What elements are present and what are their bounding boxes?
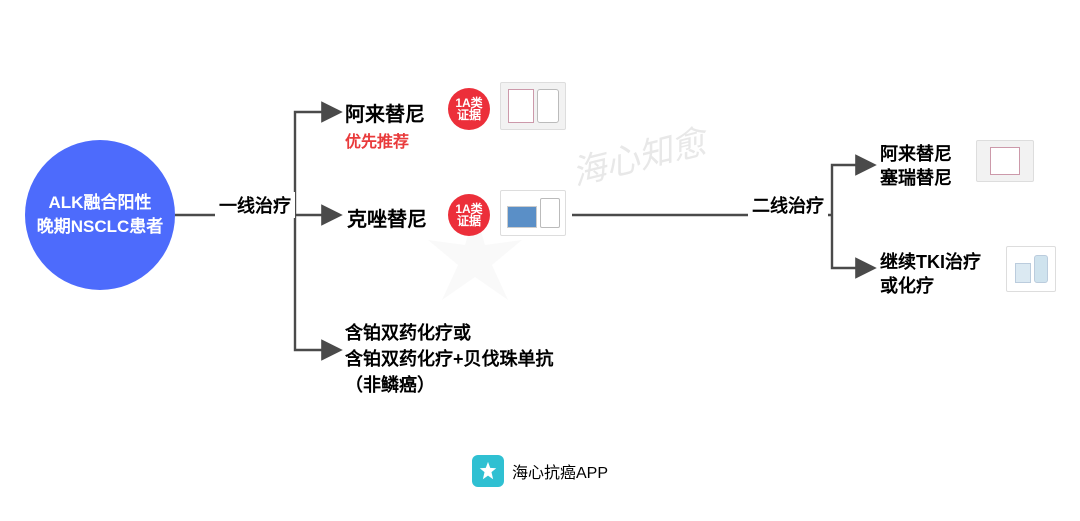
badge-1a-drug1: 1A类 证据 <box>448 88 490 130</box>
out2-image <box>1006 246 1056 292</box>
badge-1a-drug2: 1A类 证据 <box>448 194 490 236</box>
firstline-label: 一线治疗 <box>215 192 295 218</box>
footer: 海心抗癌APP <box>472 455 608 487</box>
drug1-image <box>500 82 566 130</box>
drug3-l1: 含铂双药化疗或 <box>345 320 554 346</box>
out1-l2: 塞瑞替尼 <box>880 166 952 190</box>
out1-block: 阿来替尼 塞瑞替尼 <box>880 142 952 191</box>
drug2-title: 克唑替尼 <box>345 203 429 232</box>
footer-text: 海心抗癌APP <box>512 459 608 483</box>
badge1-l2: 证据 <box>457 109 481 121</box>
drug1-title: 阿来替尼 <box>345 98 425 127</box>
drug3-block: 含铂双药化疗或 含铂双药化疗+贝伐珠单抗 （非鳞癌） <box>345 320 554 398</box>
drug2-image <box>500 190 566 236</box>
out1-image <box>976 140 1034 182</box>
drug1-priority: 优先推荐 <box>345 128 409 152</box>
drug3-l2: 含铂双药化疗+贝伐珠单抗 <box>345 346 554 372</box>
watermark-text: 海心知愈 <box>566 114 710 194</box>
footer-star-icon <box>472 455 504 487</box>
out1-l1: 阿来替尼 <box>880 142 952 166</box>
flowchart-canvas: 海心知愈 ALK融合阳性 晚期NSCLC患者 一线治疗 阿来替尼 优先推荐 1A… <box>0 0 1080 521</box>
out2-block: 继续TKI治疗 或化疗 <box>880 250 981 299</box>
conn-b1-top <box>295 112 338 215</box>
start-line1: ALK融合阳性 <box>37 191 164 215</box>
secondline-label: 二线治疗 <box>748 192 828 218</box>
start-node: ALK融合阳性 晚期NSCLC患者 <box>25 140 175 290</box>
drug3-l3: （非鳞癌） <box>345 372 554 398</box>
conn-b2-top <box>832 165 872 215</box>
out2-l2: 或化疗 <box>880 274 981 298</box>
conn-b1-bot <box>295 215 338 350</box>
badge2-l2: 证据 <box>457 215 481 227</box>
conn-b2-bot <box>832 215 872 268</box>
out2-l1: 继续TKI治疗 <box>880 250 981 274</box>
start-line2: 晚期NSCLC患者 <box>37 215 164 239</box>
